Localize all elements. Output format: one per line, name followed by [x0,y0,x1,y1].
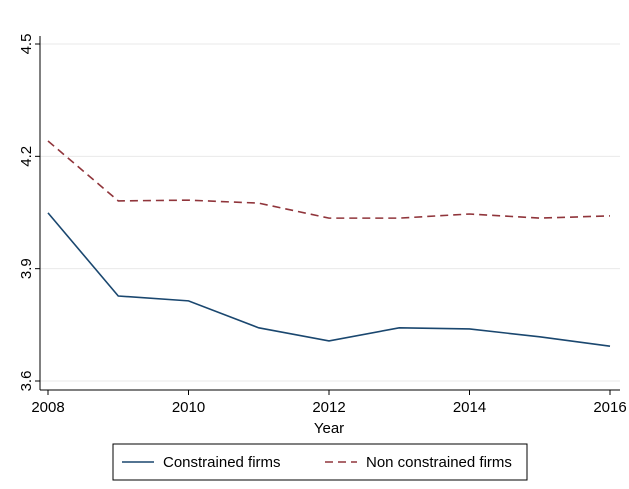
legend-label: Constrained firms [163,454,281,471]
x-tick-label: 2014 [453,399,486,416]
x-tick-label: 2008 [31,399,64,416]
x-tick-label: 2016 [593,399,626,416]
x-tick-label: 2010 [172,399,205,416]
series-line [47,212,611,347]
x-tick-label: 2012 [312,399,345,416]
legend-box [112,443,528,481]
x-axis-label: Year [314,420,344,437]
series-line [47,140,611,219]
y-tick-label: 3.6 [18,371,35,392]
y-tick-label: 4.2 [18,146,35,167]
legend-label: Non constrained firms [366,454,512,471]
y-tick-label: 3.9 [18,258,35,279]
y-tick-label: 4.5 [18,34,35,55]
